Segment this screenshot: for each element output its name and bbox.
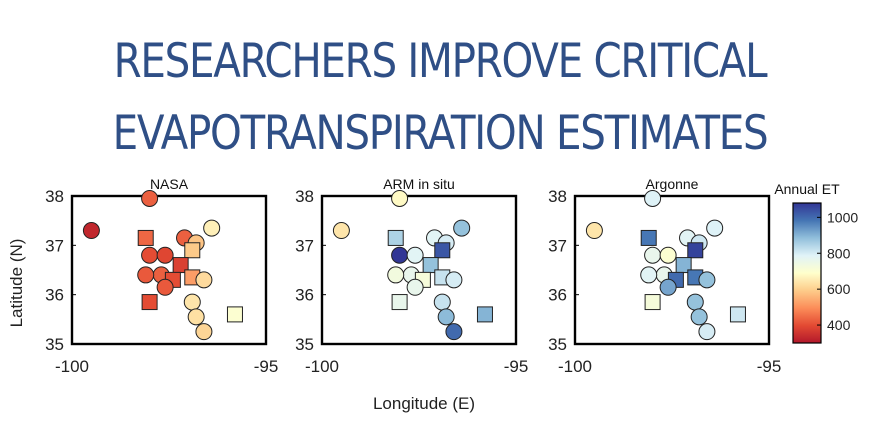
colorbar-tick-label: 600 (827, 281, 851, 297)
site-circle-marker (156, 246, 174, 264)
site-circle-marker (187, 308, 205, 326)
site-circle-marker (686, 293, 704, 311)
y-tick-label: 38 (45, 187, 64, 206)
site-circle-marker (453, 219, 471, 237)
x-tick-label: -95 (254, 357, 279, 376)
y-tick-label: 36 (45, 286, 64, 305)
site-circle-marker (406, 278, 424, 296)
site-circle-marker (406, 246, 424, 264)
site-square-marker (644, 294, 661, 311)
headline-line-2: EVAPOTRANSPIRATION ESTIMATES (112, 106, 769, 161)
site-circle-marker (644, 246, 662, 264)
x-tick-label: -100 (305, 357, 339, 376)
panel-title: Argonne (646, 176, 699, 192)
site-circle-marker (82, 222, 100, 240)
site-square-marker (141, 294, 158, 311)
y-axis-label: Latitude (N) (7, 239, 26, 328)
site-circle-marker (387, 266, 405, 284)
site-circle-marker (332, 222, 350, 240)
y-tick-label: 37 (548, 236, 567, 255)
site-circle-marker (183, 293, 201, 311)
site-square-marker (387, 229, 404, 246)
panel-arm-in-situ: ARM in situ 35 36 37 38 -100 -95 (295, 176, 528, 376)
site-circle-marker (698, 271, 716, 289)
site-square-marker (434, 242, 451, 259)
site-circle-marker (137, 266, 155, 284)
x-tick-label: -100 (558, 357, 592, 376)
site-square-marker (687, 242, 704, 259)
colorbar-tick-label: 800 (827, 245, 851, 261)
site-circle-marker (195, 271, 213, 289)
panel-nasa: NASA 35 36 37 38 -100 -95 (45, 176, 278, 376)
site-square-marker (476, 306, 493, 323)
site-square-marker (226, 306, 243, 323)
panel-title: NASA (150, 176, 189, 192)
site-circle-marker (445, 323, 463, 341)
site-circle-marker (640, 266, 658, 284)
x-tick-label: -100 (55, 357, 89, 376)
x-axis-label: Longitude (E) (373, 394, 475, 413)
site-circle-marker (203, 219, 221, 237)
y-tick-label: 38 (295, 187, 314, 206)
site-circle-marker (659, 246, 677, 264)
y-tick-label: 36 (548, 286, 567, 305)
site-circle-marker (690, 308, 708, 326)
site-square-marker (391, 294, 408, 311)
y-tick-label: 37 (45, 236, 64, 255)
y-tick-label: 37 (295, 236, 314, 255)
site-circle-marker (141, 246, 159, 264)
y-tick-label: 35 (295, 335, 314, 354)
y-tick-label: 38 (548, 187, 567, 206)
site-circle-marker (706, 219, 724, 237)
site-square-marker (729, 306, 746, 323)
site-circle-marker (433, 293, 451, 311)
y-tick-label: 35 (548, 335, 567, 354)
site-circle-marker (659, 278, 677, 296)
site-circle-marker (437, 308, 455, 326)
colorbar: Annual ET 400 600 800 1000 (774, 181, 858, 344)
x-tick-label: -95 (504, 357, 529, 376)
y-tick-label: 35 (45, 335, 64, 354)
colorbar-gradient (792, 202, 822, 344)
site-circle-marker (141, 189, 159, 207)
headline-line-1: RESEARCHERS IMPROVE CRITICAL (113, 34, 768, 89)
panel-argonne: Argonne 35 36 37 38 -100 -95 (548, 176, 781, 376)
site-circle-marker (585, 222, 603, 240)
y-tick-label: 36 (295, 286, 314, 305)
site-square-marker (184, 242, 201, 259)
site-circle-marker (156, 278, 174, 296)
colorbar-tick-label: 400 (827, 317, 851, 333)
site-square-marker (640, 229, 657, 246)
site-circle-marker (195, 323, 213, 341)
panel-title: ARM in situ (383, 176, 455, 192)
site-circle-marker (391, 189, 409, 207)
colorbar-tick-label: 1000 (827, 209, 858, 225)
x-tick-label: -95 (757, 357, 782, 376)
site-circle-marker (644, 189, 662, 207)
site-square-marker (137, 229, 154, 246)
site-circle-marker (698, 323, 716, 341)
site-circle-marker (445, 271, 463, 289)
colorbar-title: Annual ET (774, 181, 840, 197)
site-circle-marker (391, 246, 409, 264)
